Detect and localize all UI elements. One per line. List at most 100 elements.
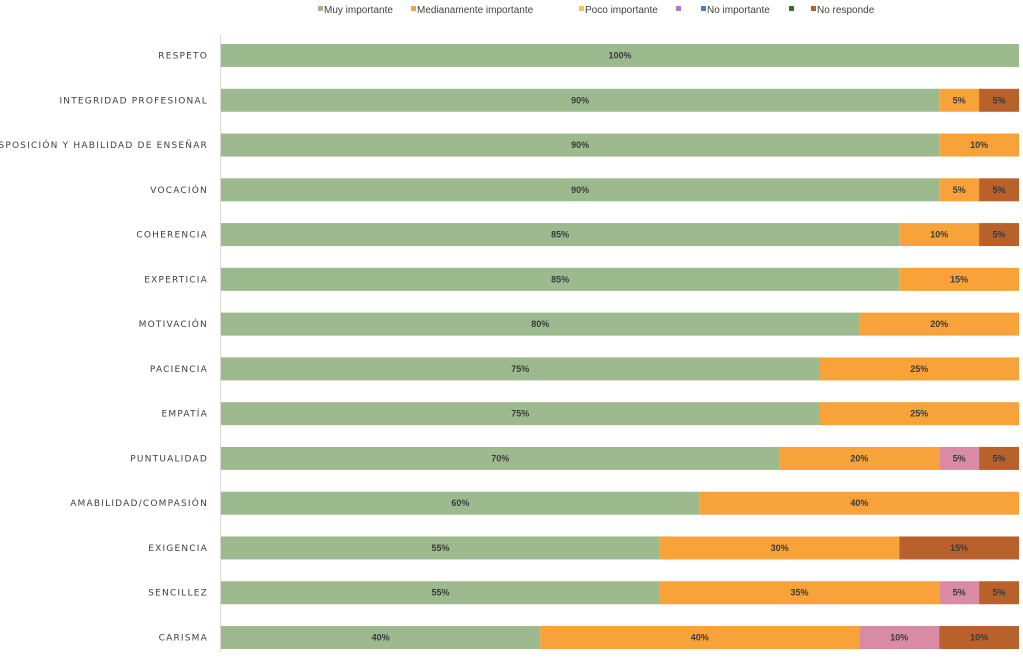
category-labels: RESPETO INTEGRIDAD PROFESIONAL DISPOSICIÓN… [0,52,208,644]
data-label: 10% [930,230,948,240]
bar-segment [979,446,1019,470]
legend-label: Poco importante [585,5,658,16]
data-label: 100% [608,51,631,61]
bar-segment [859,626,940,650]
category-label: AMABILIDAD/COMPASIÓN [70,497,208,509]
legend-label: No responde [817,5,875,16]
bar-segment [221,88,940,112]
data-label: 85% [551,274,569,284]
bar-segment [221,357,820,381]
legend-swatch [579,6,584,11]
bar-segment [979,178,1019,202]
bar-segment [819,357,1019,381]
bars: 100% 90% 5% 5% 90% 10% 90% 5% 5% 85% 10% 5% 85% 15% 80… [221,44,1019,650]
bar-segment [939,581,980,605]
legend-swatch [676,6,681,11]
bar-segment [540,626,860,650]
category-label: DISPOSICIÓN Y HABILIDAD DE ENSEÑAR [0,139,208,151]
bar-segment [899,267,1019,291]
data-label: 40% [850,498,868,508]
category-label: PUNTUALIDAD [130,454,208,464]
data-label: 75% [511,364,529,374]
bar-segment [899,223,980,247]
data-label: 60% [451,498,469,508]
category-label: COHERENCIA [136,231,208,241]
bar-segment [939,133,1019,157]
data-label: 80% [531,319,549,329]
bar-segment [221,402,820,426]
bar-segment [699,491,1019,515]
data-label: 10% [890,633,908,643]
category-label: EMPATÍA [162,408,208,420]
data-label: 5% [993,230,1006,240]
bar-segment [221,223,900,247]
data-label: 5% [953,185,966,195]
category-label: EXPERTICIA [144,275,208,285]
data-label: 90% [571,95,589,105]
data-label: 40% [372,633,390,643]
bar-segment [939,88,980,112]
legend-swatch [789,6,794,11]
legend-label: Muy importante [324,5,393,16]
bar-segment [979,581,1019,605]
bar-segment [819,402,1019,426]
data-label: 75% [511,409,529,419]
bar-segment [221,491,700,515]
legend-swatch [411,6,416,11]
bar-segment [939,626,1019,650]
data-label: 5% [993,185,1006,195]
bar-segment [899,536,1019,560]
data-label: 10% [970,140,988,150]
legend-swatch [811,6,816,11]
data-label: 20% [850,453,868,463]
data-label: 90% [571,185,589,195]
bar-segment [221,446,780,470]
category-label: INTEGRIDAD PROFESIONAL [59,96,208,106]
category-label: VOCACIÓN [150,184,208,196]
data-label: 5% [953,588,966,598]
bar-segment [659,581,940,605]
legend-label: Medianamente importante [417,5,534,16]
category-label: MOTIVACIÓN [139,318,208,330]
data-label: 20% [930,319,948,329]
chart-legend: Muy importante Medianamente importante Poc… [318,5,875,16]
bar-segment [221,267,900,291]
data-label: 15% [950,543,968,553]
data-label: 85% [551,230,569,240]
data-label: 5% [993,453,1006,463]
bar-segment [659,536,900,560]
category-label: RESPETO [158,52,208,62]
bar-segment [779,446,940,470]
bar-segment [939,178,980,202]
data-label: 30% [771,543,789,553]
bar-segment [221,178,940,202]
category-label: PACIENCIA [150,365,208,375]
category-label: CARISMA [159,634,208,644]
data-label: 25% [910,364,928,374]
bar-segment [979,223,1019,247]
bar-segment [221,44,1019,67]
data-label: 5% [993,95,1006,105]
bar-segment [221,133,940,157]
data-label: 55% [431,588,449,598]
category-label: EXIGENCIA [148,544,208,554]
bar-segment [221,626,541,650]
data-label: 55% [431,543,449,553]
data-label: 5% [953,95,966,105]
data-label: 5% [993,588,1006,598]
bar-segment [859,312,1019,336]
legend-label: No importante [707,5,770,16]
bar-segment [221,312,860,336]
data-label: 10% [970,633,988,643]
data-label: 90% [571,140,589,150]
data-label: 5% [953,453,966,463]
category-label: SENCILLEZ [148,589,208,599]
bar-segment [221,536,660,560]
bar-segment [979,88,1019,112]
data-label: 25% [910,409,928,419]
legend-swatch [701,6,706,11]
data-label: 40% [691,633,709,643]
bar-segment [939,446,980,470]
bar-segment [221,581,660,605]
